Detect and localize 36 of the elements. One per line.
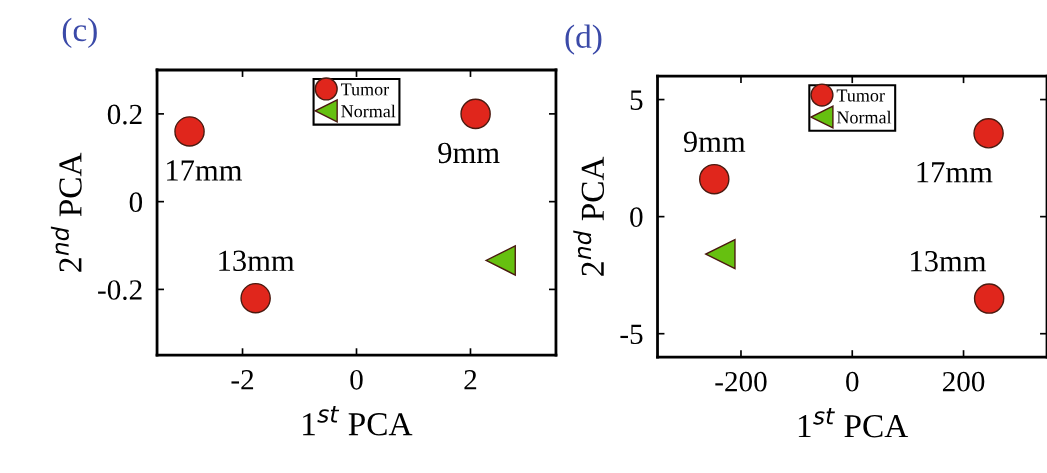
point xyxy=(973,283,1005,314)
point xyxy=(485,245,516,276)
x-axis-title: 1$^{st}$ PCA xyxy=(798,407,909,438)
x-tick-label: 2 xyxy=(464,370,477,390)
annotation: 9mm xyxy=(683,131,746,153)
y-tick-label: -5 xyxy=(620,324,643,345)
x-tick-label: -2 xyxy=(231,370,254,390)
y-tick-label: 0.2 xyxy=(107,104,142,125)
y-tick-label: 0 xyxy=(630,207,643,228)
x-tick-label: 200 xyxy=(942,371,985,392)
annotation: 13mm xyxy=(911,250,987,272)
point xyxy=(705,238,736,270)
legend-label: Tumor xyxy=(836,89,885,102)
y-tick-label: 0 xyxy=(129,192,143,213)
x-tick-label: 0 xyxy=(350,369,363,390)
x-tick-label: 0 xyxy=(846,371,859,392)
point xyxy=(698,163,730,195)
legend-label: Normal xyxy=(836,110,892,124)
x-tick-label: -200 xyxy=(715,371,767,392)
y-tick-label: -0.2 xyxy=(98,280,142,300)
y-axis-title: 2$^{nd}$ PCA xyxy=(573,156,605,276)
annotation: 17mm xyxy=(167,160,242,181)
point xyxy=(460,98,491,130)
point xyxy=(240,282,271,314)
chart-title: (c) xyxy=(62,17,97,49)
legend-label: Tumor xyxy=(340,83,390,96)
x-axis-title: 1$^{st}$ PCA xyxy=(303,406,413,436)
point xyxy=(973,118,1004,149)
annotation: 13mm xyxy=(219,250,295,272)
legend-label: Normal xyxy=(341,104,396,118)
y-tick-label: 5 xyxy=(630,90,643,110)
annotation: 17mm xyxy=(917,162,993,183)
annotation: 9mm xyxy=(438,142,500,164)
point xyxy=(174,116,205,147)
chart-title: (d) xyxy=(565,24,602,55)
y-axis-title: 2$^{nd}$ PCA xyxy=(50,152,82,272)
